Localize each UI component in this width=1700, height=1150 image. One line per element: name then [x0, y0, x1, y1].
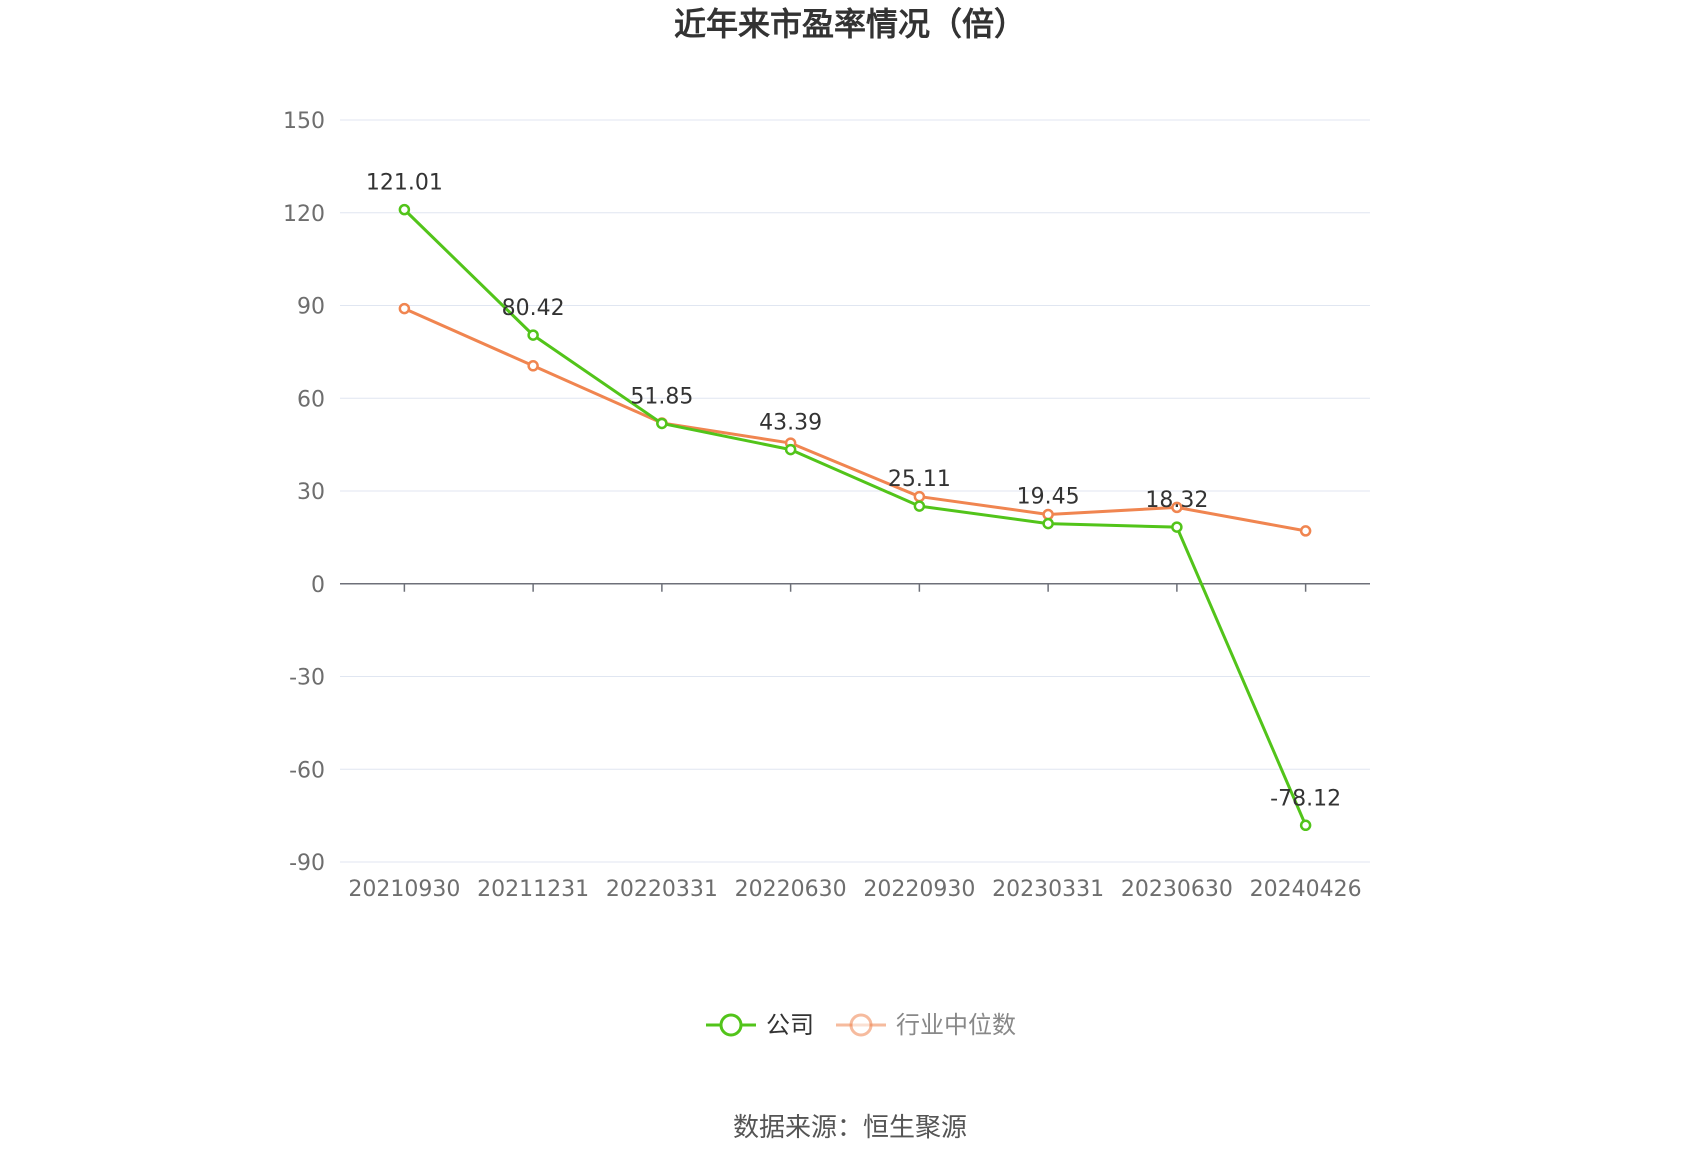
company-data-label: 51.85	[630, 384, 693, 409]
y-tick-label: 120	[283, 202, 325, 227]
x-tick-label: 20220331	[606, 877, 718, 902]
industry-data-point	[1042, 508, 1054, 521]
company-data-point	[1042, 517, 1054, 530]
y-tick-label: -60	[289, 758, 325, 783]
industry-data-point	[1299, 525, 1312, 537]
chart-title: 近年来市盈率情况（倍）	[674, 5, 1026, 43]
company-data-point	[913, 500, 926, 512]
industry-data-point	[527, 360, 539, 372]
x-tick-label: 20230331	[992, 877, 1104, 902]
industry-data-point	[398, 302, 411, 315]
y-tick-label: 30	[297, 480, 325, 505]
y-tick-label: -30	[289, 666, 325, 691]
company-data-label: 43.39	[759, 411, 822, 436]
y-tick-label: 90	[297, 295, 325, 320]
company-data-point	[1171, 521, 1183, 533]
data-source-text: 数据来源：恒生聚源	[733, 1113, 967, 1143]
company-data-point	[784, 443, 797, 456]
company-data-label: 121.01	[366, 171, 443, 196]
industry-series-line	[403, 307, 1306, 533]
data-label-layer: 121.01 80.42 51.85 43.39 25.11 19.45 18.32 -78.…	[366, 171, 1341, 812]
company-data-point	[656, 417, 668, 430]
legend-item-industry[interactable]: 行业中位数	[836, 1011, 1016, 1039]
x-tick-label: 20211231	[477, 877, 589, 902]
x-tick-label: 20210930	[348, 877, 460, 902]
company-data-point	[1299, 819, 1312, 832]
x-tick-label: 20220930	[863, 877, 975, 902]
company-data-label: -78.12	[1270, 786, 1341, 811]
company-data-label: 18.32	[1145, 488, 1208, 513]
legend-item-company[interactable]: 公司	[706, 1011, 814, 1039]
industry-data-point	[1171, 501, 1183, 514]
company-series-line	[403, 208, 1308, 826]
company-data-label: 19.45	[1017, 485, 1080, 510]
legend-industry-marker-icon	[849, 1013, 873, 1037]
series-layer	[398, 203, 1312, 832]
y-tick-label: -90	[289, 851, 325, 876]
y-tick-label: 0	[311, 573, 325, 598]
x-tick-label: 20230630	[1121, 877, 1233, 902]
company-data-label: 80.42	[502, 296, 565, 321]
company-data-point	[527, 329, 539, 341]
axis-layer: 150 120 90 60 30 0 -30 -60 -90 20210930 20211231 20…	[283, 109, 1370, 902]
legend-company-marker-icon	[719, 1013, 743, 1037]
legend[interactable]: 公司 行业中位数	[706, 1011, 1016, 1039]
legend-industry-label: 行业中位数	[896, 1011, 1016, 1039]
company-data-label: 25.11	[888, 467, 951, 492]
y-tick-label: 150	[283, 109, 325, 134]
industry-data-point	[913, 490, 926, 503]
company-data-point	[398, 203, 411, 216]
grid-layer	[340, 119, 1370, 863]
y-tick-label: 60	[297, 387, 325, 412]
legend-company-label: 公司	[766, 1011, 814, 1039]
x-tick-label: 20220630	[735, 877, 847, 902]
x-tick-label: 20240426	[1250, 877, 1362, 902]
